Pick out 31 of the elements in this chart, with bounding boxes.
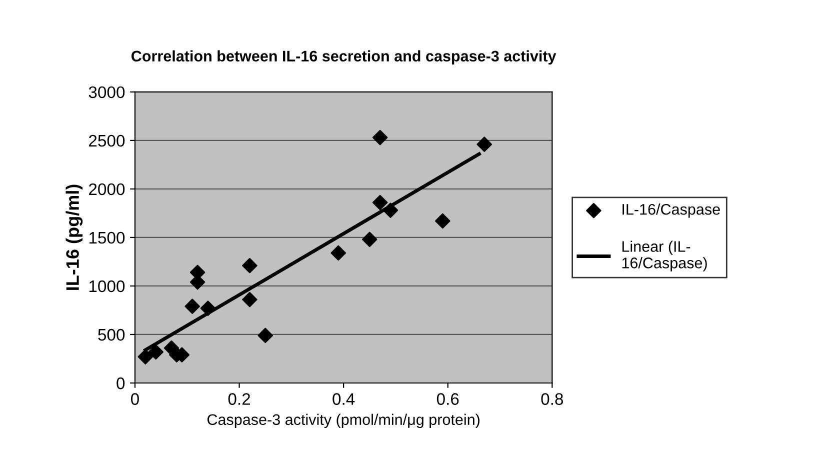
point xyxy=(372,130,388,146)
legend-label: Linear (IL- 16/Caspase) xyxy=(622,240,707,272)
point xyxy=(242,292,258,308)
x-tick-label: 0.2 xyxy=(228,393,250,405)
point xyxy=(258,328,273,344)
y-tick-label: 3000 xyxy=(88,86,125,98)
y-tick-label: 2500 xyxy=(89,134,125,147)
x-tick-label: 0.6 xyxy=(436,393,459,405)
x-tick-label: 0.4 xyxy=(332,393,355,405)
y-tick-label: 500 xyxy=(98,328,125,341)
point xyxy=(362,232,378,248)
point xyxy=(242,258,258,274)
point xyxy=(330,245,346,261)
x-axis-title: Caspase-3 activity (pmol/min/μg protein) xyxy=(207,414,480,428)
point xyxy=(184,298,200,314)
point xyxy=(148,344,164,360)
y-tick-label: 1500 xyxy=(89,232,125,244)
legend-label: IL-16/Caspase xyxy=(622,204,720,218)
y-tick-label: 2000 xyxy=(89,183,125,196)
y-tick-label: 0 xyxy=(116,377,125,390)
point xyxy=(435,213,450,229)
x-tick-label: 0.8 xyxy=(541,393,564,405)
y-tick-label: 1000 xyxy=(89,280,125,292)
x-tick-label: 0 xyxy=(130,393,139,405)
y-axis-title: IL-16 (pg/ml) xyxy=(66,184,83,290)
point xyxy=(200,300,216,316)
chart-title: Correlation between IL-16 secretion and caspase-3 activity xyxy=(132,50,556,65)
point xyxy=(476,136,492,152)
point xyxy=(382,202,398,218)
point xyxy=(138,349,154,364)
point xyxy=(372,194,388,210)
